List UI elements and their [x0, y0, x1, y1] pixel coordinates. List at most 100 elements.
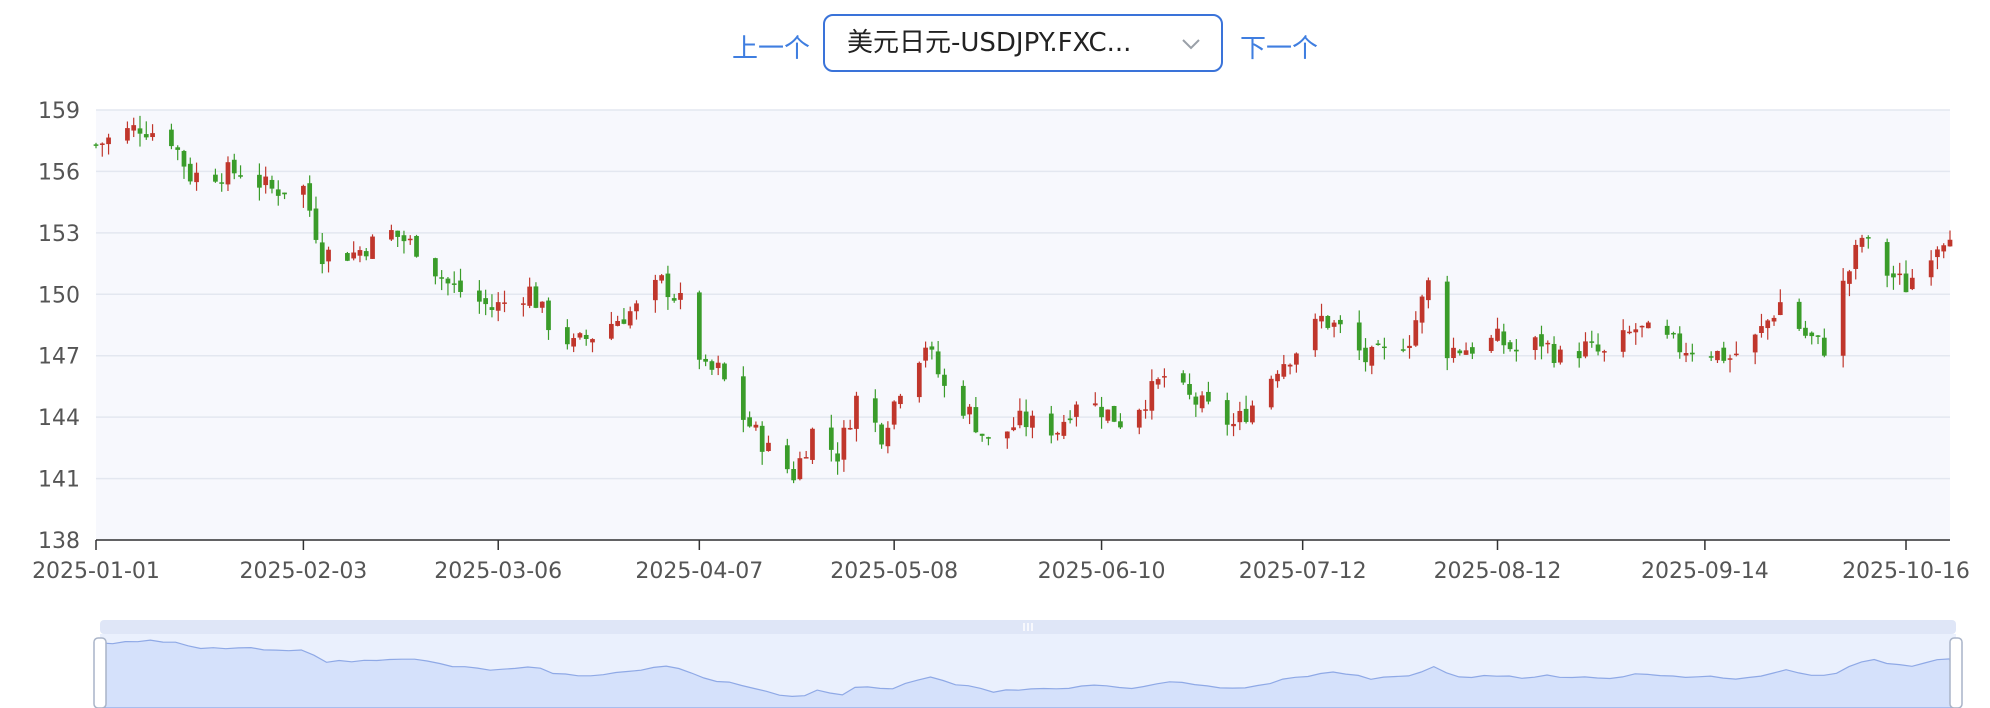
- candle-body: [137, 128, 143, 134]
- candle-body: [696, 292, 702, 360]
- candle-body: [326, 249, 331, 262]
- chevron-down-icon: [1182, 39, 1200, 50]
- candle: [1426, 277, 1431, 309]
- candle: [1017, 398, 1023, 429]
- candle: [1451, 337, 1456, 363]
- candle-body: [1601, 351, 1607, 353]
- range-navigator[interactable]: [93, 620, 1963, 708]
- candle: [1859, 234, 1865, 253]
- candle: [451, 271, 457, 293]
- candle-body: [269, 179, 275, 189]
- candle: [1633, 323, 1639, 345]
- candle-body: [1501, 331, 1507, 346]
- candle-body: [634, 303, 639, 312]
- candle-body: [483, 298, 489, 305]
- candle: [1727, 354, 1733, 373]
- candle: [1721, 341, 1727, 364]
- candle-body: [1413, 320, 1419, 346]
- candle: [1199, 391, 1205, 413]
- candle-body: [1765, 320, 1771, 329]
- candle-body: [106, 137, 111, 145]
- candle-body: [1382, 346, 1387, 349]
- navigator-right-handle[interactable]: [1949, 637, 1963, 708]
- candle-body: [1275, 373, 1280, 382]
- candle-body: [1884, 242, 1890, 276]
- candle: [791, 461, 796, 484]
- candle: [747, 411, 752, 428]
- candle: [1149, 369, 1155, 420]
- candle-body: [1796, 301, 1802, 329]
- candle-body: [1224, 400, 1230, 425]
- candle: [257, 163, 262, 201]
- candle-body: [414, 235, 419, 257]
- candle: [847, 419, 853, 430]
- candle: [854, 391, 859, 442]
- candle-body: [1338, 319, 1343, 325]
- candle: [1463, 342, 1469, 355]
- candle-body: [1941, 245, 1947, 252]
- navigator-left-handle[interactable]: [93, 637, 107, 708]
- y-tick-label: 147: [38, 345, 80, 370]
- candle: [828, 414, 834, 462]
- candle: [1759, 313, 1764, 338]
- candle: [1589, 330, 1595, 348]
- candle: [150, 124, 155, 141]
- candle-body: [231, 159, 237, 174]
- candle: [357, 246, 363, 263]
- candle: [803, 450, 809, 459]
- candle: [489, 294, 495, 318]
- candle-body: [1803, 327, 1808, 336]
- candle-body: [213, 174, 218, 182]
- candle: [527, 277, 533, 309]
- candle-body: [439, 277, 445, 279]
- candle-body: [345, 253, 350, 261]
- candle-body: [1683, 352, 1689, 356]
- candle-body: [608, 323, 614, 339]
- candle: [1796, 298, 1802, 331]
- candle: [665, 265, 671, 310]
- candle-body: [1677, 333, 1683, 353]
- next-symbol-link[interactable]: 下一个: [1240, 34, 1319, 64]
- candle: [1545, 340, 1551, 354]
- candle-body: [784, 445, 790, 470]
- candle-body: [495, 302, 501, 311]
- candle-body: [1011, 427, 1016, 431]
- symbol-select[interactable]: 美元日元-USDJPY.FXC...: [823, 14, 1223, 72]
- candle: [1771, 315, 1777, 326]
- candle: [1645, 320, 1651, 329]
- candle: [1206, 381, 1211, 405]
- axes: 159 156 153 150 147 144 141 138 2025-01-01 2025-0…: [32, 99, 1970, 584]
- candle: [1815, 335, 1821, 345]
- candle-body: [1030, 415, 1035, 428]
- candle-body: [1105, 409, 1111, 421]
- candle-body: [93, 144, 99, 146]
- candle: [307, 175, 313, 217]
- candle-body: [885, 427, 891, 447]
- candle-body: [1231, 423, 1236, 427]
- candle-body: [275, 189, 281, 196]
- candle-body: [986, 437, 991, 439]
- candle: [929, 341, 935, 360]
- candle: [313, 196, 319, 244]
- candle-body: [1061, 421, 1067, 436]
- candle-body: [1004, 431, 1010, 439]
- candle-body: [923, 347, 928, 361]
- candle: [1539, 325, 1544, 360]
- candle: [1375, 339, 1381, 346]
- candle-body: [1199, 395, 1205, 409]
- candle-body: [753, 424, 759, 428]
- candle-body: [791, 469, 796, 481]
- candle-body: [150, 133, 155, 138]
- candle-body: [1149, 381, 1155, 411]
- candle-body: [357, 250, 363, 256]
- candle: [784, 438, 790, 474]
- candle: [181, 149, 187, 179]
- candle-body: [665, 273, 671, 298]
- y-tick-label: 150: [38, 283, 80, 308]
- candle-body: [973, 407, 979, 433]
- prev-symbol-link[interactable]: 上一个: [732, 34, 811, 64]
- candle: [1507, 340, 1513, 352]
- candle: [1231, 413, 1236, 437]
- candle-body: [1419, 296, 1425, 323]
- candle-body: [1752, 334, 1758, 353]
